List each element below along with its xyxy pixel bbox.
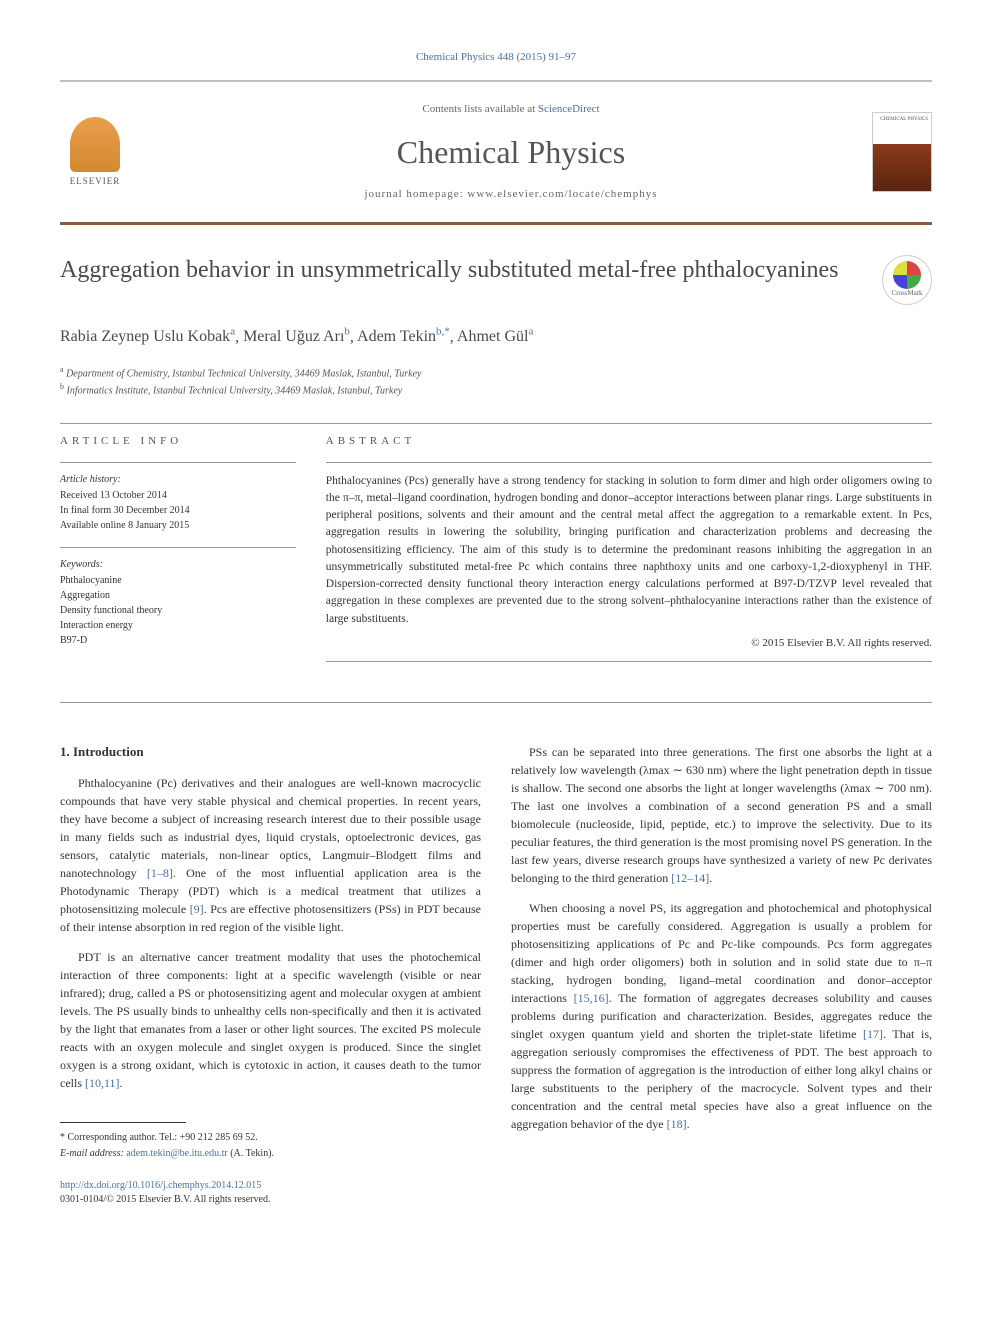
reference-link[interactable]: [10,11] (85, 1076, 120, 1090)
footnote-separator (60, 1122, 186, 1123)
author: Adem Tekinb,* (357, 328, 450, 345)
email-footnote: E-mail address: adem.tekin@be.itu.edu.tr… (60, 1147, 481, 1161)
article-info-panel: ARTICLE INFO Article history: Received 1… (60, 434, 296, 672)
corresponding-author: * Corresponding author. Tel.: +90 212 28… (60, 1131, 481, 1145)
paragraph: PSs can be separated into three generati… (511, 743, 932, 887)
abstract-text: Phthalocyanines (Pcs) generally have a s… (326, 473, 932, 628)
keyword: Interaction energy (60, 619, 296, 633)
reference-link[interactable]: [18] (667, 1117, 687, 1131)
keyword: Density functional theory (60, 604, 296, 618)
elsevier-label: ELSEVIER (70, 175, 121, 188)
divider (60, 462, 296, 463)
author: Meral Uğuz Arıb (243, 328, 350, 345)
reference-link[interactable]: [17] (863, 1027, 883, 1041)
abstract-panel: ABSTRACT Phthalocyanines (Pcs) generally… (326, 434, 932, 672)
right-column: PSs can be separated into three generati… (511, 743, 932, 1206)
history-item: In final form 30 December 2014 (60, 504, 296, 518)
reference-link[interactable]: [12–14] (671, 871, 709, 885)
author: Rabia Zeynep Uslu Kobaka (60, 328, 235, 345)
keyword: Aggregation (60, 589, 296, 603)
paragraph: PDT is an alternative cancer treatment m… (60, 948, 481, 1092)
author: Ahmet Güla (457, 328, 533, 345)
doi-link[interactable]: http://dx.doi.org/10.1016/j.chemphys.201… (60, 1179, 481, 1193)
reference-link[interactable]: [9] (190, 902, 204, 916)
journal-cover-thumbnail[interactable]: CHEMICAL PHYSICS (872, 112, 932, 192)
article-info-header: ARTICLE INFO (60, 434, 296, 449)
abstract-header: ABSTRACT (326, 434, 932, 449)
section-title: 1. Introduction (60, 743, 481, 761)
history-item: Available online 8 January 2015 (60, 519, 296, 533)
journal-header: ELSEVIER Contents lists available at Sci… (60, 80, 932, 225)
journal-name: Chemical Physics (150, 130, 872, 175)
affiliations: a Department of Chemistry, Istanbul Tech… (60, 364, 932, 399)
author-list: Rabia Zeynep Uslu Kobaka, Meral Uğuz Arı… (60, 325, 932, 349)
history-item: Received 13 October 2014 (60, 489, 296, 503)
citation-header: Chemical Physics 448 (2015) 91–97 (60, 50, 932, 65)
crossmark-icon (893, 261, 921, 289)
elsevier-logo[interactable]: ELSEVIER (60, 112, 130, 192)
divider (326, 661, 932, 662)
crossmark-label: CrossMark (891, 289, 922, 299)
reference-link[interactable]: [1–8] (147, 866, 173, 880)
journal-homepage: journal homepage: www.elsevier.com/locat… (150, 187, 872, 202)
email-link[interactable]: adem.tekin@be.itu.edu.tr (126, 1148, 227, 1159)
sciencedirect-link[interactable]: ScienceDirect (538, 103, 600, 115)
left-column: 1. Introduction Phthalocyanine (Pc) deri… (60, 743, 481, 1206)
reference-link[interactable]: [15,16] (574, 991, 609, 1005)
issn-copyright: 0301-0104/© 2015 Elsevier B.V. All right… (60, 1193, 481, 1207)
contents-available: Contents lists available at ScienceDirec… (150, 102, 872, 117)
homepage-url[interactable]: www.elsevier.com/locate/chemphys (467, 188, 657, 200)
affiliation: b Informatics Institute, Istanbul Techni… (60, 381, 932, 398)
history-title: Article history: (60, 473, 296, 487)
crossmark-badge[interactable]: CrossMark (882, 255, 932, 305)
paragraph: When choosing a novel PS, its aggregatio… (511, 899, 932, 1133)
keywords-title: Keywords: (60, 558, 296, 572)
abstract-copyright: © 2015 Elsevier B.V. All rights reserved… (326, 636, 932, 651)
keyword: B97-D (60, 634, 296, 648)
cover-label: CHEMICAL PHYSICS (880, 116, 928, 123)
homepage-prefix: journal homepage: (364, 188, 467, 200)
elsevier-tree-icon (70, 117, 120, 172)
contents-prefix: Contents lists available at (422, 103, 537, 115)
divider (326, 462, 932, 463)
divider (60, 423, 932, 424)
divider (60, 702, 932, 703)
paragraph: Phthalocyanine (Pc) derivatives and thei… (60, 774, 481, 936)
article-title: Aggregation behavior in unsymmetrically … (60, 255, 862, 286)
divider (60, 547, 296, 548)
affiliation: a Department of Chemistry, Istanbul Tech… (60, 364, 932, 381)
keyword: Phthalocyanine (60, 574, 296, 588)
